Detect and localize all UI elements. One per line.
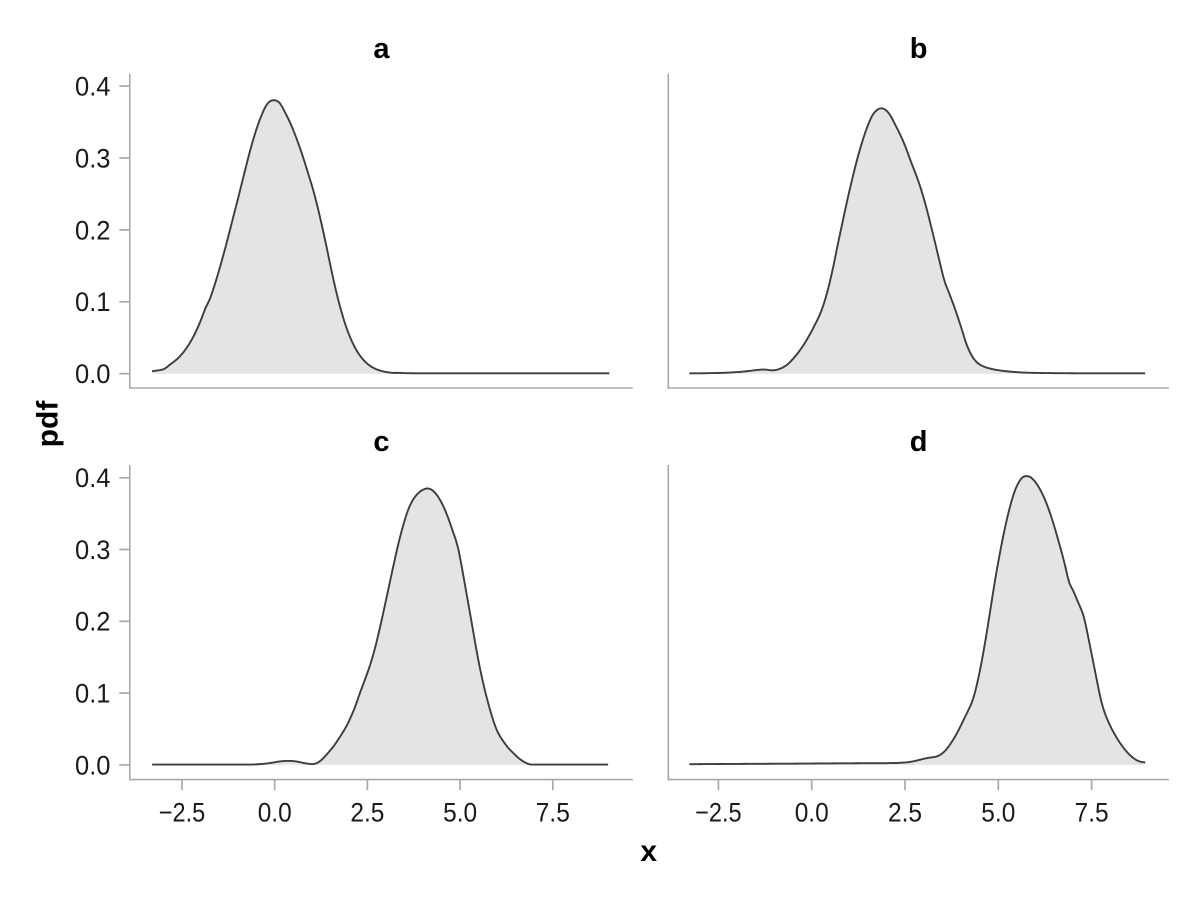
svg-text:0.0: 0.0 <box>795 798 829 828</box>
svg-text:x: x <box>640 835 657 868</box>
svg-text:a: a <box>373 33 390 65</box>
svg-text:0.0: 0.0 <box>258 798 292 828</box>
svg-text:d: d <box>910 426 928 458</box>
svg-text:0.2: 0.2 <box>75 215 111 245</box>
svg-text:5.0: 5.0 <box>981 798 1015 828</box>
svg-text:0.0: 0.0 <box>75 359 111 389</box>
svg-text:5.0: 5.0 <box>443 798 477 828</box>
svg-text:0.2: 0.2 <box>75 607 111 637</box>
svg-text:b: b <box>910 33 928 65</box>
svg-text:7.5: 7.5 <box>536 798 570 828</box>
svg-text:2.5: 2.5 <box>888 798 922 828</box>
svg-text:pdf: pdf <box>32 400 65 448</box>
svg-text:0.4: 0.4 <box>75 463 111 493</box>
svg-text:c: c <box>373 426 389 458</box>
svg-text:0.3: 0.3 <box>75 143 111 173</box>
svg-text:7.5: 7.5 <box>1075 798 1109 828</box>
svg-text:0.4: 0.4 <box>75 72 111 102</box>
svg-text:0.1: 0.1 <box>75 679 111 709</box>
svg-text:0.0: 0.0 <box>75 750 111 780</box>
svg-text:0.1: 0.1 <box>75 287 111 317</box>
svg-text:−2.5: −2.5 <box>695 798 742 828</box>
svg-text:0.3: 0.3 <box>75 535 111 565</box>
svg-text:−2.5: −2.5 <box>159 798 206 828</box>
svg-text:2.5: 2.5 <box>350 798 384 828</box>
